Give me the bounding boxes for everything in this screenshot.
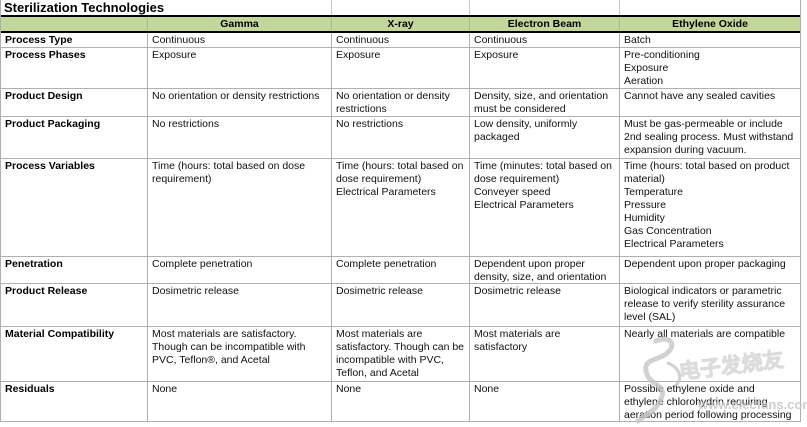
table-row-product-packaging: Product Packaging No restrictions No res… [1,116,800,158]
row-label: Process Type [5,34,73,46]
cell: Most materials are satisfactory [469,327,619,381]
column-header-blank [1,17,147,31]
cell: None [469,382,619,421]
cell: Batch [619,33,800,47]
table-row-product-release: Product Release Dosimetric release Dosim… [1,283,800,326]
title-row: Sterilization Technologies [1,0,800,17]
cell: Density, size, and orientation must be c… [469,89,619,116]
cell: Time (hours: total based on dose require… [331,159,469,256]
table-row-product-design: Product Design No orientation or density… [1,88,800,116]
cell: Time (hours: total based on dose require… [147,159,331,256]
cell: Biological indicators or parametric rele… [619,284,800,326]
row-label: Product Packaging [5,118,101,130]
table-row-process-phases: Process Phases Exposure Exposure Exposur… [1,47,800,88]
cell: Must be gas-permeable or include 2nd sea… [619,117,800,158]
cell: Dosimetric release [147,284,331,326]
header-row: Gamma X-ray Electron Beam Ethylene Oxide [1,17,800,33]
cell: Most materials are satisfactory. Though … [147,327,331,381]
cell: Time (hours: total based on product mate… [619,159,800,256]
cell: Exposure [469,48,619,88]
cell: Nearly all materials are compatible [619,327,800,381]
cell: Time (minutes: total based on dose requi… [469,159,619,256]
table-row-penetration: Penetration Complete penetration Complet… [1,256,800,283]
table-row-residuals: Residuals None None None Possible ethyle… [1,381,800,422]
column-header-gamma: Gamma [147,17,331,31]
cell: Dosimetric release [331,284,469,326]
row-label: Process Phases [5,49,86,61]
cell: No restrictions [331,117,469,158]
cell: Dependent upon proper density, size, and… [469,257,619,283]
row-label: Product Design [5,90,83,102]
row-label: Process Variables [5,160,95,172]
cell: None [331,382,469,421]
cell: Dosimetric release [469,284,619,326]
column-header-ethylene-oxide: Ethylene Oxide [619,17,800,31]
cell: Exposure [331,48,469,88]
cell: Pre-conditioning Exposure Aeration [619,48,800,88]
cell: Continuous [331,33,469,47]
row-label: Product Release [5,285,88,297]
title-spacer [331,0,469,15]
page-title: Sterilization Technologies [4,0,165,15]
cell: None [147,382,331,421]
cell: Dependent upon proper packaging [619,257,800,283]
column-header-electron-beam: Electron Beam [469,17,619,31]
cell: Continuous [469,33,619,47]
cell: Possible ethylene oxide and ethylene chl… [619,382,800,421]
cell: No restrictions [147,117,331,158]
table-row-process-type: Process Type Continuous Continuous Conti… [1,33,800,47]
cell: Complete penetration [147,257,331,283]
title-spacer [619,0,800,15]
column-header-xray: X-ray [331,17,469,31]
row-label: Residuals [5,383,55,395]
cell: No orientation or density restrictions [147,89,331,116]
row-label: Penetration [5,258,63,270]
table-row-process-variables: Process Variables Time (hours: total bas… [1,158,800,256]
row-label: Material Compatibility [5,328,115,340]
cell: Complete penetration [331,257,469,283]
cell: Exposure [147,48,331,88]
cell: Cannot have any sealed cavities [619,89,800,116]
title-spacer [469,0,619,15]
table-row-material-compatibility: Material Compatibility Most materials ar… [1,326,800,381]
cell: No orientation or density restrictions [331,89,469,116]
cell: Continuous [147,33,331,47]
cell: Low density, uniformly packaged [469,117,619,158]
cell: Most materials are satisfactory. Though … [331,327,469,381]
